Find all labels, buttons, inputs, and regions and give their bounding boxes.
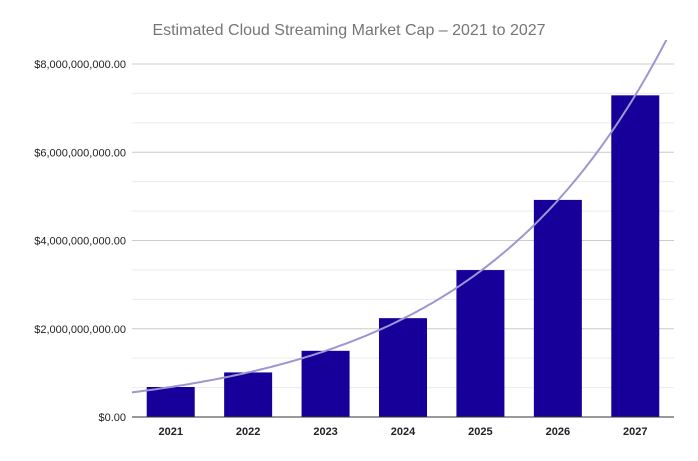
- bar-2025: [456, 270, 505, 417]
- x-tick-label: 2022: [236, 426, 260, 438]
- bar-2023: [301, 350, 350, 417]
- y-tick-label: $2,000,000,000.00: [34, 324, 126, 336]
- y-tick-label: $4,000,000,000.00: [34, 236, 126, 248]
- y-tick-label: $8,000,000,000.00: [34, 59, 126, 71]
- bar-2027: [611, 95, 660, 418]
- x-tick-label: 2027: [623, 426, 647, 438]
- x-tick-label: 2024: [391, 426, 416, 438]
- bar-2026: [533, 199, 582, 417]
- x-tick-label: 2021: [158, 426, 182, 438]
- bars: [146, 95, 660, 418]
- chart-title: Estimated Cloud Streaming Market Cap – 2…: [152, 22, 546, 39]
- trendline: [131, 40, 668, 394]
- x-tick-label: 2025: [468, 426, 492, 438]
- axes: $0.00 $2,000,000,000.00 $4,000,000,000.00 $…: [34, 59, 674, 438]
- x-tick-label: 2023: [313, 426, 337, 438]
- y-tick-label: $6,000,000,000.00: [34, 147, 126, 159]
- y-tick-label: $0.00: [98, 412, 126, 424]
- bar-2022: [224, 372, 273, 417]
- bar-2021: [146, 386, 195, 417]
- trendline-layer: [131, 40, 668, 394]
- x-tick-label: 2026: [546, 426, 570, 438]
- bar-2024: [379, 318, 427, 417]
